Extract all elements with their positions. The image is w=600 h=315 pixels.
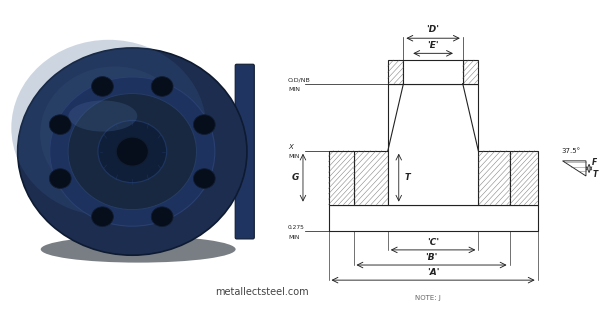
Text: 'B': 'B' [425, 253, 438, 262]
Ellipse shape [68, 94, 197, 209]
Bar [388, 83, 478, 204]
Text: MIN: MIN [288, 154, 299, 159]
Text: 0.275: 0.275 [288, 225, 305, 230]
Text: 'C': 'C' [427, 238, 439, 247]
Text: NOTE: J: NOTE: J [415, 295, 442, 301]
Ellipse shape [151, 77, 173, 96]
Text: T: T [404, 173, 410, 182]
Ellipse shape [116, 137, 148, 166]
Bar [403, 60, 463, 83]
Ellipse shape [49, 115, 71, 135]
Bar [329, 204, 538, 232]
FancyBboxPatch shape [235, 64, 254, 239]
Text: 'E': 'E' [427, 41, 439, 50]
Ellipse shape [11, 40, 206, 216]
Ellipse shape [49, 169, 71, 188]
Text: 'A': 'A' [427, 268, 439, 278]
Bar [463, 60, 478, 83]
Bar [353, 151, 388, 204]
Text: 37.5°: 37.5° [561, 148, 580, 154]
Text: O.D/NB: O.D/NB [288, 77, 311, 82]
Bar [388, 60, 403, 83]
Text: F: F [592, 158, 598, 167]
Bar [509, 151, 538, 204]
Ellipse shape [193, 169, 215, 188]
Ellipse shape [92, 77, 113, 96]
Text: MIN: MIN [288, 235, 299, 240]
Text: G: G [291, 173, 299, 182]
Ellipse shape [193, 115, 215, 135]
Text: 'D': 'D' [427, 25, 440, 34]
Text: metallectsteel.com: metallectsteel.com [215, 287, 309, 297]
Text: T: T [592, 170, 598, 179]
Ellipse shape [41, 236, 236, 263]
Ellipse shape [50, 77, 215, 226]
Ellipse shape [151, 207, 173, 226]
Ellipse shape [17, 48, 247, 255]
Ellipse shape [68, 100, 137, 132]
Text: MIN: MIN [288, 87, 300, 92]
Bar [329, 151, 353, 204]
Bar [478, 151, 509, 204]
Ellipse shape [69, 93, 172, 186]
Ellipse shape [92, 207, 113, 226]
Ellipse shape [98, 121, 167, 183]
Text: X: X [288, 144, 293, 150]
Polygon shape [563, 161, 586, 176]
Ellipse shape [40, 66, 189, 201]
